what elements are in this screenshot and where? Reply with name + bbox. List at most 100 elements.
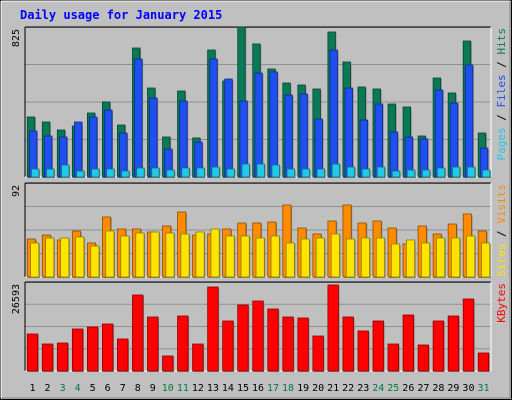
bar-sites-day-9-fill: [150, 231, 160, 278]
bar-files-day-28: [434, 89, 444, 178]
bar-kbytes-day-6: [102, 323, 114, 372]
x-tick-label: 19: [297, 383, 309, 394]
bar-sites-day-29-fill: [451, 237, 461, 278]
bar-kbytes-day-31: [477, 352, 490, 372]
bar-kbytes-day-19: [297, 317, 310, 372]
panel-2: 92: [11, 182, 492, 278]
bar-files-day-22-fill: [344, 87, 353, 178]
bar-kbytes-day-25-fill: [387, 343, 399, 372]
bar-sites-day-30: [466, 235, 476, 278]
bar-sites-day-18-fill: [285, 242, 295, 278]
x-tick-label: 23: [357, 383, 369, 394]
bar-files-day-11: [179, 100, 189, 178]
legend-item-files: Files: [495, 74, 508, 107]
bar-files-day-16: [254, 72, 264, 178]
bar-kbytes-day-31-fill: [477, 352, 490, 372]
bar-kbytes-day-2-fill: [41, 343, 54, 372]
bar-files-day-14: [224, 78, 234, 178]
bar-kbytes-day-14: [222, 320, 235, 372]
bar-sites-day-12: [195, 231, 206, 278]
bar-sites-day-30-fill: [466, 235, 476, 278]
bar-kbytes-day-29-fill: [447, 315, 460, 372]
bar-sites-day-1: [30, 242, 40, 278]
bar-sites-day-7-fill: [120, 235, 130, 278]
bar-kbytes-day-1-fill: [26, 333, 39, 372]
bar-kbytes-day-20-fill: [312, 335, 324, 372]
bar-sites-day-17: [270, 235, 281, 278]
bar-files-day-29-fill: [449, 102, 459, 178]
bar-sites-day-22: [345, 238, 356, 278]
bar-kbytes-day-26: [402, 314, 415, 372]
bar-kbytes-day-28-fill: [432, 320, 445, 372]
bar-kbytes-day-18: [282, 316, 295, 372]
bar-kbytes-day-15: [237, 304, 250, 372]
bar-kbytes-day-13-fill: [207, 286, 219, 372]
bar-pages-day-10: [166, 169, 176, 178]
bar-kbytes-day-15-fill: [237, 304, 249, 372]
bar-sites-day-9: [150, 231, 161, 278]
x-tick-label: 12: [192, 383, 204, 394]
bar-sites-day-19: [300, 238, 311, 278]
bar-kbytes-day-19-fill: [297, 317, 309, 372]
bar-files-day-4: [74, 121, 83, 178]
bar-sites-day-16-fill: [255, 237, 265, 278]
bar-kbytes-day-21: [327, 284, 340, 372]
bar-pages-day-6: [106, 168, 116, 178]
bar-kbytes-day-23: [357, 330, 370, 372]
x-tick-label: 21: [327, 383, 339, 394]
bar-pages-day-26-fill: [406, 169, 416, 178]
bar-pages-day-30: [466, 166, 476, 178]
bar-sites-day-16: [255, 237, 266, 278]
bar-kbytes-day-16-fill: [252, 300, 264, 372]
y-max-label: 825: [11, 29, 22, 47]
x-tick-label: 1: [30, 383, 36, 394]
bar-pages-day-2: [46, 168, 56, 178]
bar-files-day-21-fill: [329, 49, 338, 178]
bar-sites-day-15: [240, 235, 251, 278]
bar-files-day-21: [329, 49, 339, 178]
bar-files-day-13-fill: [209, 58, 218, 178]
bars: [26, 204, 491, 278]
x-tick-label: 27: [417, 383, 429, 394]
bar-pages-day-2-fill: [46, 168, 55, 178]
bar-files-day-16-fill: [254, 72, 263, 178]
bar-files-day-25-fill: [389, 131, 399, 178]
x-tick-label: 29: [447, 383, 459, 394]
bar-sites-day-5-fill: [90, 245, 100, 278]
bar-files-day-18: [284, 94, 294, 178]
bar-sites-day-11: [180, 233, 191, 278]
bar-sites-day-7: [120, 235, 131, 278]
bar-kbytes-day-11: [177, 315, 190, 372]
bar-kbytes-day-1: [26, 333, 39, 372]
bar-sites-day-10: [165, 232, 176, 278]
bar-sites-day-23-fill: [360, 237, 370, 278]
bar-files-day-5-fill: [89, 116, 98, 178]
bar-sites-day-15-fill: [240, 235, 250, 278]
bar-pages-day-15: [241, 163, 251, 178]
bar-sites-day-11-fill: [180, 233, 190, 278]
bar-pages-day-24-fill: [376, 166, 386, 178]
bar-pages-day-24: [376, 166, 386, 178]
bar-files-day-30-fill: [464, 64, 474, 178]
bar-pages-day-21: [331, 163, 341, 178]
bar-pages-day-12-fill: [196, 167, 205, 178]
bar-pages-day-5-fill: [91, 168, 100, 178]
chart-panels: 825 92 26593: [11, 26, 492, 372]
x-tick-label: 4: [75, 383, 81, 394]
bar-kbytes-day-14-fill: [222, 320, 234, 372]
bar-pages-day-22-fill: [346, 166, 356, 178]
bar-kbytes-day-27-fill: [417, 344, 430, 372]
bar-kbytes-day-22-fill: [342, 316, 354, 372]
bar-kbytes-day-20: [312, 335, 325, 372]
bar-kbytes-day-18-fill: [282, 316, 294, 372]
bar-pages-day-20-fill: [316, 168, 325, 178]
bar-pages-day-20: [316, 168, 326, 178]
bar-pages-day-4-fill: [76, 170, 85, 178]
bar-sites-day-25: [390, 243, 401, 278]
bar-kbytes-day-23-fill: [357, 330, 369, 372]
bars: [26, 284, 490, 372]
bar-sites-day-24: [375, 237, 386, 278]
bar-pages-day-7-fill: [121, 170, 130, 178]
bar-sites-day-6-fill: [105, 230, 115, 278]
